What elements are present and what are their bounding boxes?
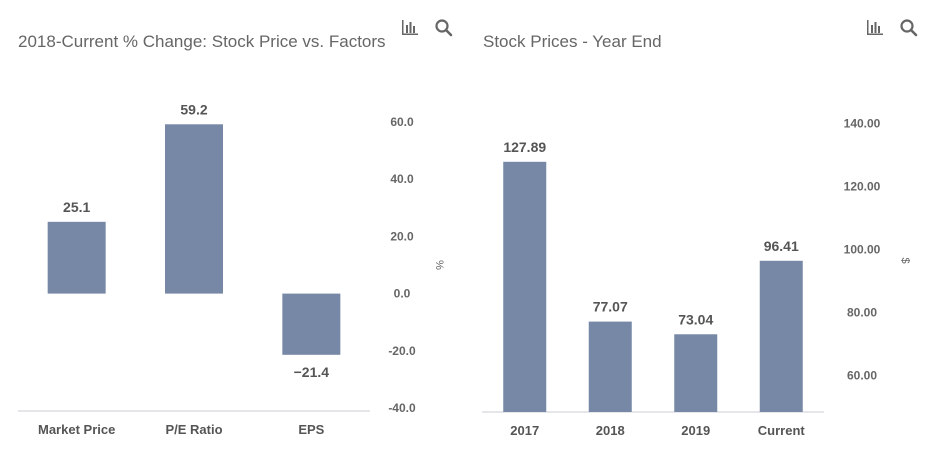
y-tick-label: 140.00 [844, 117, 881, 131]
chart-panel-stock-prices: Stock Prices - Year End 127.89 2017 77.07 2… [466, 0, 932, 471]
y-tick-label: 40.0 [390, 172, 414, 186]
y-axis-label: % [433, 260, 445, 270]
data-label: −21.4 [294, 364, 330, 380]
y-tick-label: 120.00 [844, 180, 881, 194]
x-tick-label: 2017 [510, 423, 539, 438]
bar [282, 293, 341, 355]
y-tick-label: 20.0 [390, 229, 414, 243]
y-tick-label: 60.00 [847, 368, 877, 382]
chart-panel-percent-change: 2018-Current % Change: Stock Price vs. F… [18, 18, 454, 437]
data-label: 127.89 [503, 139, 546, 155]
stock-prices-bar-chart: 127.89 2017 77.07 2018 73.04 2019 96.41 Current… [482, 117, 911, 438]
bar [503, 161, 547, 412]
chart-title: Stock Prices - Year End [483, 32, 662, 51]
bar [759, 260, 803, 412]
bar [674, 334, 718, 412]
x-tick-label: Current [758, 423, 806, 438]
y-tick-label: -40.0 [388, 401, 416, 415]
data-label: 73.04 [678, 311, 713, 327]
x-tick-label: 2019 [681, 423, 710, 438]
y-tick-label: -20.0 [388, 344, 416, 358]
y-tick-label: 100.00 [844, 242, 881, 256]
data-label: 59.2 [180, 101, 207, 117]
x-tick-label: Market Price [38, 422, 115, 437]
bar [47, 221, 106, 294]
chart-title: 2018-Current % Change: Stock Price vs. F… [18, 32, 386, 51]
data-label: 96.41 [764, 238, 799, 254]
percent-change-bar-chart: 25.1 Market Price 59.2 P/E Ratio −21.4 EPS -40… [18, 101, 445, 437]
y-tick-label: 0.0 [394, 287, 411, 301]
y-tick-label: 80.00 [847, 305, 877, 319]
bar-chart-icon[interactable] [400, 18, 420, 38]
x-tick-label: EPS [298, 422, 324, 437]
data-label: 77.07 [593, 299, 628, 315]
bar-chart-icon[interactable] [865, 18, 885, 38]
x-tick-label: 2018 [596, 423, 625, 438]
x-tick-label: P/E Ratio [165, 422, 222, 437]
bar [588, 321, 632, 412]
data-label: 25.1 [63, 199, 90, 215]
bar [165, 124, 223, 294]
search-icon[interactable] [899, 18, 919, 38]
search-icon[interactable] [434, 18, 454, 38]
y-axis-label: $ [899, 257, 911, 263]
y-tick-label: 60.0 [390, 115, 414, 129]
